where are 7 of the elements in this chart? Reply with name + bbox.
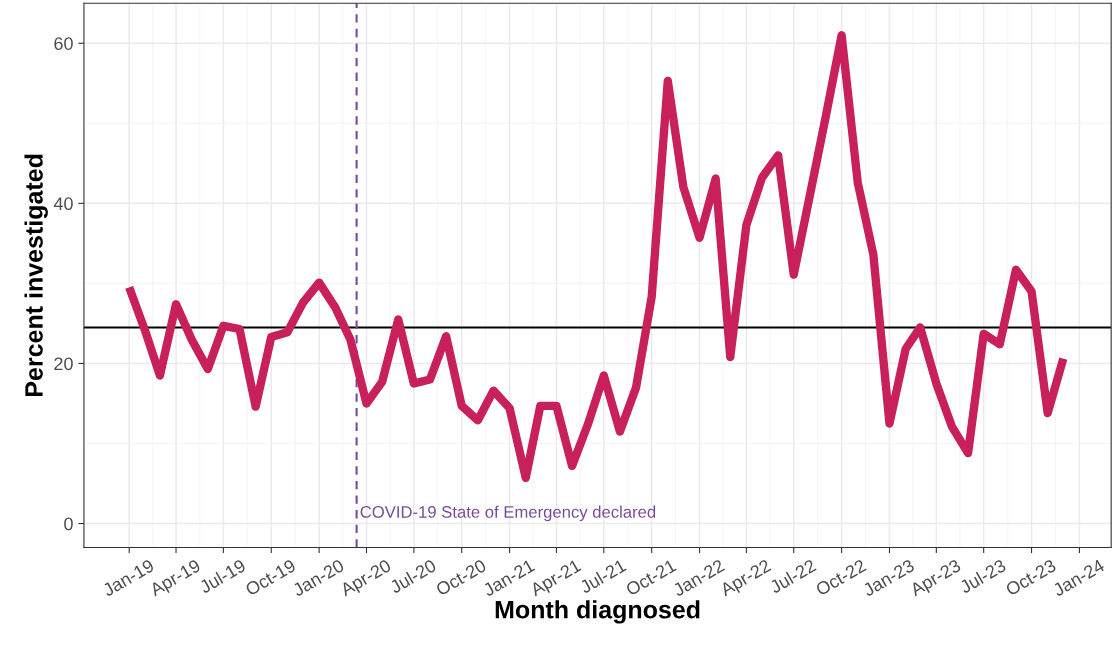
y-tick-label: 20 xyxy=(54,357,73,371)
ref-line-label: COVID-19 State of Emergency declared xyxy=(360,505,656,522)
y-axis-title: Percent investigated xyxy=(24,154,48,396)
y-tick-label: 60 xyxy=(54,37,73,50)
x-axis-title: Month diagnosed xyxy=(495,600,700,624)
y-tick-label: 0 xyxy=(64,517,73,531)
y-tick-label: 40 xyxy=(53,197,73,211)
